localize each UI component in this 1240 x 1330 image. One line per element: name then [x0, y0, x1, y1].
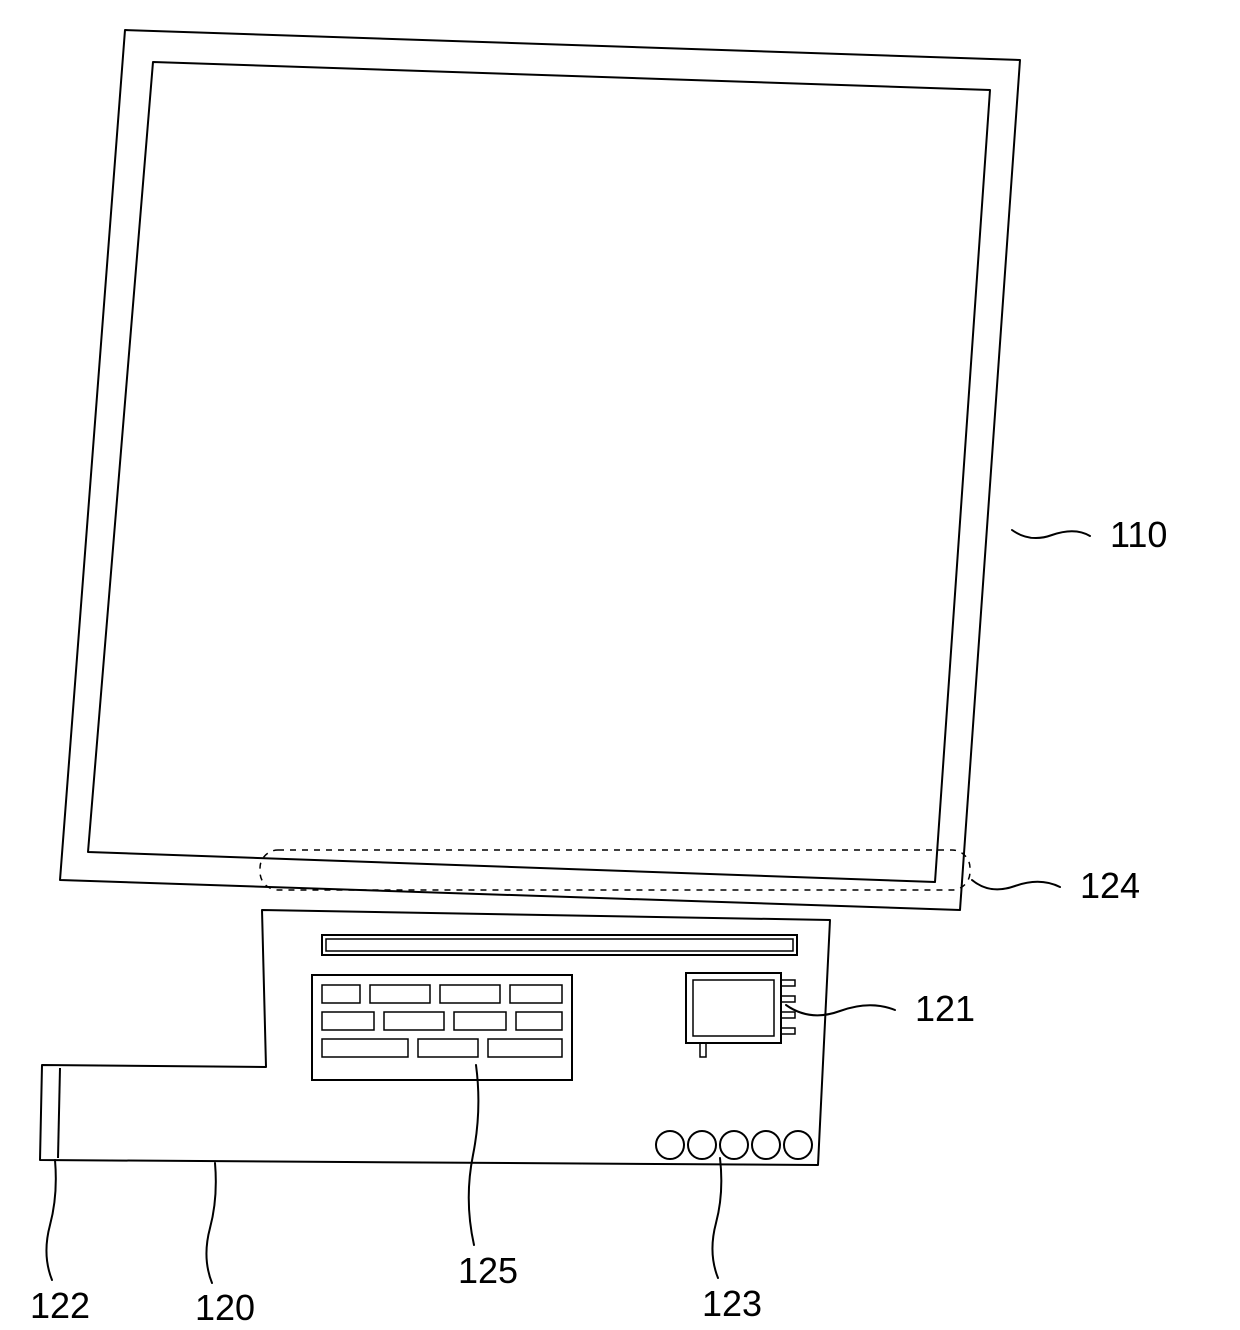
chip-leg-right-2	[781, 1012, 795, 1018]
label-121: 121	[915, 988, 975, 1029]
display-outer-frame	[60, 30, 1020, 910]
keypad-key-1-1	[384, 1012, 444, 1030]
chip-leg-bottom	[700, 1043, 706, 1057]
keypad-key-1-2	[454, 1012, 506, 1030]
chip-leg-right-0	[781, 980, 795, 986]
pad-1	[688, 1131, 716, 1159]
label-124: 124	[1080, 865, 1140, 906]
pad-3	[752, 1131, 780, 1159]
pad-4	[784, 1131, 812, 1159]
leader-124	[972, 880, 1060, 889]
tab-separator	[58, 1068, 60, 1158]
connector-bar-outer	[322, 935, 797, 955]
chip-leg-right-1	[781, 996, 795, 1002]
keypad-key-0-3	[510, 985, 562, 1003]
label-123: 123	[702, 1283, 762, 1324]
keypad-key-0-1	[370, 985, 430, 1003]
keypad-key-0-2	[440, 985, 500, 1003]
keypad-key-2-1	[418, 1039, 478, 1057]
leader-125	[469, 1065, 479, 1245]
leader-123	[712, 1158, 721, 1278]
label-120: 120	[195, 1287, 255, 1328]
keypad-key-2-2	[488, 1039, 562, 1057]
display-inner-frame	[88, 62, 990, 882]
keypad-key-2-0	[322, 1039, 408, 1057]
label-122: 122	[30, 1285, 90, 1326]
flex-outline	[40, 910, 830, 1165]
leader-120	[206, 1163, 215, 1283]
chip-body	[686, 973, 781, 1043]
pad-2	[720, 1131, 748, 1159]
label-125: 125	[458, 1250, 518, 1291]
chip-inner	[693, 980, 774, 1036]
keypad-frame	[312, 975, 572, 1080]
connector-bar-inner	[326, 939, 793, 951]
label-110: 110	[1110, 514, 1167, 555]
keypad-key-1-3	[516, 1012, 562, 1030]
keypad-key-0-0	[322, 985, 360, 1003]
chip-leg-right-3	[781, 1028, 795, 1034]
keypad-key-1-0	[322, 1012, 374, 1030]
patent-figure: 110 120 121 122 123 124 125	[0, 0, 1240, 1330]
pad-0	[656, 1131, 684, 1159]
leader-121	[786, 1005, 895, 1015]
leader-122	[46, 1160, 55, 1280]
leader-110	[1012, 530, 1090, 538]
